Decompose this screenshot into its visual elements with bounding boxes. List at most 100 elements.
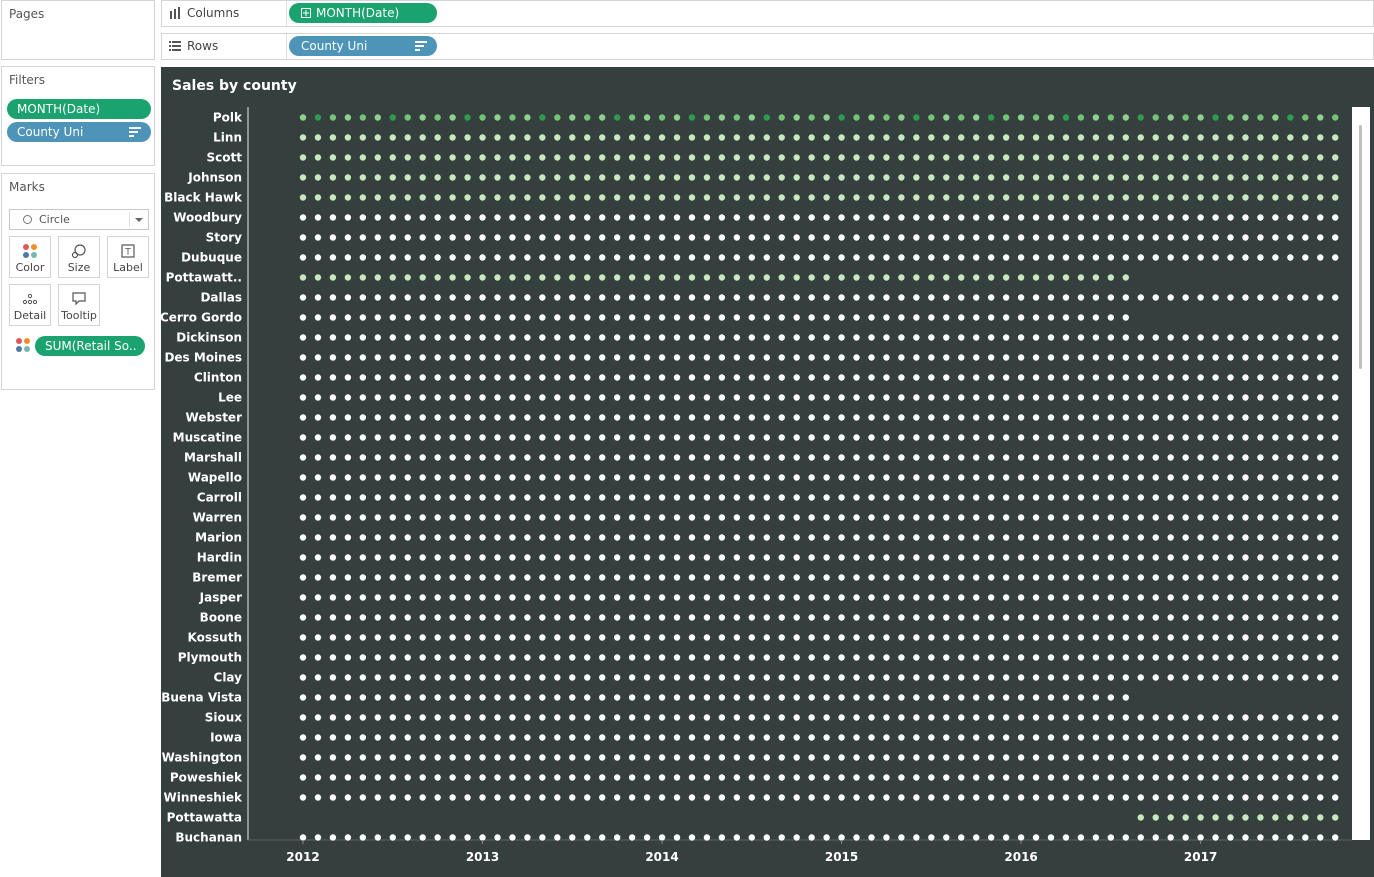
data-point	[838, 654, 845, 661]
data-point	[958, 254, 965, 261]
data-point	[1212, 794, 1219, 801]
columns-pill-month-date[interactable]: MONTH(Date)	[289, 3, 437, 23]
data-point	[748, 574, 755, 581]
data-point	[987, 594, 995, 601]
data-point	[1092, 674, 1100, 681]
data-point	[1167, 614, 1174, 621]
svg-text:T: T	[124, 248, 131, 258]
columns-shelf[interactable]: Columns MONTH(Date)	[161, 0, 1374, 27]
label-button[interactable]: T Label	[107, 236, 149, 278]
data-point	[763, 734, 770, 741]
data-point	[703, 154, 711, 161]
data-point	[958, 674, 965, 681]
data-point	[1017, 574, 1025, 581]
tooltip-button[interactable]: Tooltip	[58, 284, 100, 326]
data-point	[898, 134, 905, 141]
data-point	[1182, 734, 1189, 741]
data-point	[1182, 714, 1189, 721]
data-point	[1197, 594, 1204, 601]
data-point	[374, 154, 381, 161]
data-point	[793, 534, 800, 541]
data-point	[1212, 174, 1219, 181]
data-point	[434, 374, 441, 381]
data-point	[1077, 154, 1085, 161]
color-measure-pill[interactable]: SUM(Retail So..	[35, 336, 145, 356]
data-point	[823, 214, 830, 221]
data-point	[1107, 154, 1115, 161]
data-point	[449, 474, 456, 481]
mark-type-dropdown[interactable]: Circle	[9, 209, 149, 230]
data-point	[1257, 154, 1264, 161]
data-point	[494, 414, 501, 421]
data-point	[494, 334, 501, 341]
data-point	[479, 434, 486, 441]
data-point	[314, 354, 322, 361]
filter-pill-month-date[interactable]: MONTH(Date)	[7, 99, 151, 119]
rows-shelf[interactable]: Rows County Uni	[161, 33, 1374, 60]
data-point	[958, 474, 965, 481]
data-point	[1107, 594, 1115, 601]
county-label: Dallas	[200, 291, 242, 305]
data-point	[1272, 814, 1279, 821]
data-point	[404, 594, 411, 601]
data-point	[374, 454, 381, 461]
data-point	[539, 474, 546, 481]
data-point	[464, 634, 471, 641]
data-point	[763, 134, 770, 141]
data-point	[389, 574, 396, 581]
data-point	[314, 414, 322, 421]
data-point	[299, 694, 307, 701]
data-point	[733, 834, 741, 841]
county-label: Scott	[207, 151, 243, 165]
data-point	[703, 534, 711, 541]
data-point	[1092, 634, 1100, 641]
data-point	[748, 434, 755, 441]
data-point	[628, 774, 636, 781]
data-point	[1272, 734, 1279, 741]
data-point	[973, 114, 980, 121]
data-point	[793, 714, 800, 721]
data-point	[329, 774, 337, 781]
data-point	[1032, 534, 1040, 541]
data-point	[449, 374, 456, 381]
data-point	[883, 674, 890, 681]
size-button[interactable]: Size	[58, 236, 100, 278]
data-point	[1197, 834, 1204, 841]
data-point	[1302, 354, 1309, 361]
rows-pill-county-uni[interactable]: County Uni	[289, 36, 437, 56]
data-point	[673, 394, 681, 401]
data-point	[1017, 194, 1025, 201]
data-point	[943, 314, 950, 321]
data-point	[1137, 574, 1144, 581]
data-point	[793, 174, 800, 181]
data-point	[449, 294, 456, 301]
data-point	[1047, 594, 1055, 601]
data-point	[913, 174, 920, 181]
data-point	[554, 794, 561, 801]
data-point	[1272, 414, 1279, 421]
data-point	[1047, 134, 1055, 141]
detail-button[interactable]: Detail	[9, 284, 51, 326]
data-point	[733, 594, 741, 601]
data-point	[479, 514, 486, 521]
data-point	[1017, 554, 1025, 561]
data-point	[673, 154, 681, 161]
data-point	[1122, 194, 1129, 201]
data-point	[1002, 474, 1010, 481]
data-point	[1302, 214, 1309, 221]
data-point	[913, 714, 920, 721]
data-point	[718, 754, 726, 761]
data-point	[643, 294, 651, 301]
data-point	[374, 414, 381, 421]
data-point	[299, 154, 307, 161]
data-point	[868, 114, 875, 121]
data-point	[1272, 474, 1279, 481]
data-point	[1032, 374, 1040, 381]
data-point	[299, 454, 307, 461]
data-point	[1332, 174, 1339, 181]
color-button[interactable]: Color	[9, 236, 51, 278]
filter-pill-county-uni[interactable]: County Uni	[7, 122, 151, 142]
data-point	[748, 554, 755, 561]
data-point	[943, 194, 950, 201]
data-point	[808, 374, 815, 381]
